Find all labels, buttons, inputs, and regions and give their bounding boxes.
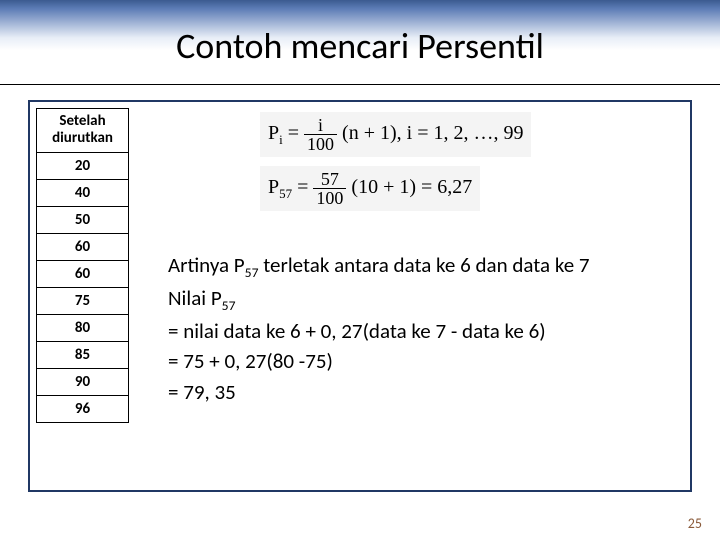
table-header: Setelah diurutkan xyxy=(37,109,129,153)
table-row: 20 xyxy=(37,152,129,179)
content-frame: Setelah diurutkan 20 40 50 60 60 75 80 8… xyxy=(28,100,692,492)
data-table: Setelah diurutkan 20 40 50 60 60 75 80 8… xyxy=(36,108,129,423)
explanation-text: Artinya P57 terletak antara data ke 6 da… xyxy=(168,250,688,407)
table-row: 85 xyxy=(37,341,129,368)
table-row: 40 xyxy=(37,179,129,206)
explain-line-4: = 75 + 0, 27(80 -75) xyxy=(168,346,688,376)
explain-line-1: Artinya P57 terletak antara data ke 6 da… xyxy=(168,250,688,283)
table-row: 60 xyxy=(37,260,129,287)
page-title: Contoh mencari Persentil xyxy=(176,24,544,68)
title-bar: Contoh mencari Persentil xyxy=(0,0,720,85)
table-row: 50 xyxy=(37,206,129,233)
explain-line-5: = 79, 35 xyxy=(168,377,688,407)
formula-general: Pi = i100 (n + 1), i = 1, 2, …, 99 xyxy=(260,112,531,157)
table-row: 60 xyxy=(37,233,129,260)
explain-line-3: = nilai data ke 6 + 0, 27(data ke 7 - da… xyxy=(168,316,688,346)
explain-line-2: Nilai P57 xyxy=(168,283,688,316)
table-row: 80 xyxy=(37,314,129,341)
table-row: 96 xyxy=(37,395,129,422)
table-row: 75 xyxy=(37,287,129,314)
formula-specific: P57 = 57100 (10 + 1) = 6,27 xyxy=(260,166,480,211)
table-row: 90 xyxy=(37,368,129,395)
page-number: 25 xyxy=(688,515,702,532)
